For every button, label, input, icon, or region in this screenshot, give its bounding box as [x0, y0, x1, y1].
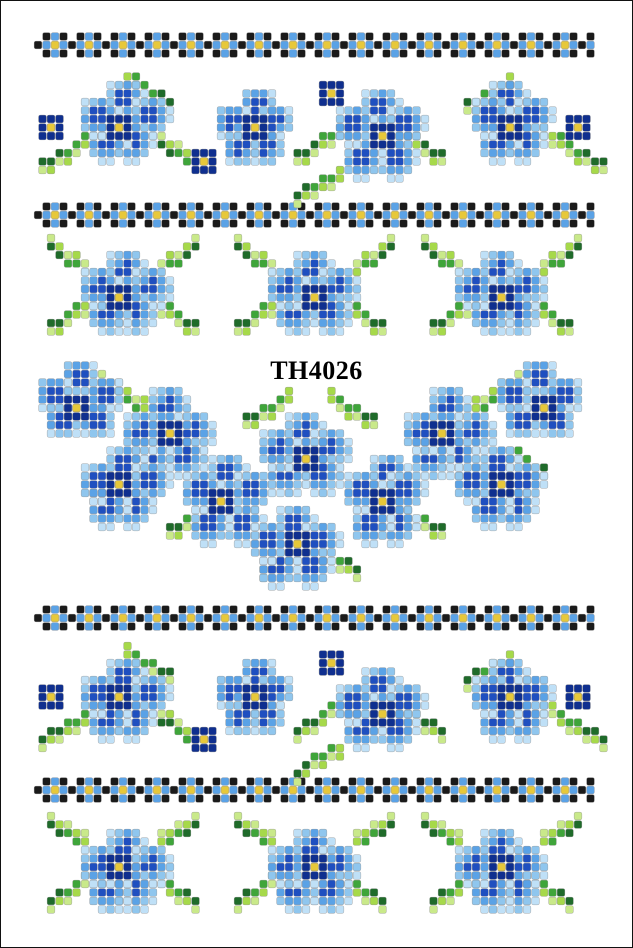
- border-2: [33, 202, 595, 228]
- garland-row-bottom: [38, 641, 608, 787]
- central-arc: [38, 361, 583, 591]
- motif-row-bottom: [46, 811, 583, 914]
- border-top: [33, 32, 595, 58]
- pattern-code-label: TH4026: [270, 356, 363, 385]
- border-3: [33, 605, 595, 631]
- garland-row-top: [38, 72, 608, 209]
- border-4: [33, 777, 595, 803]
- motif-row-top: [46, 233, 583, 336]
